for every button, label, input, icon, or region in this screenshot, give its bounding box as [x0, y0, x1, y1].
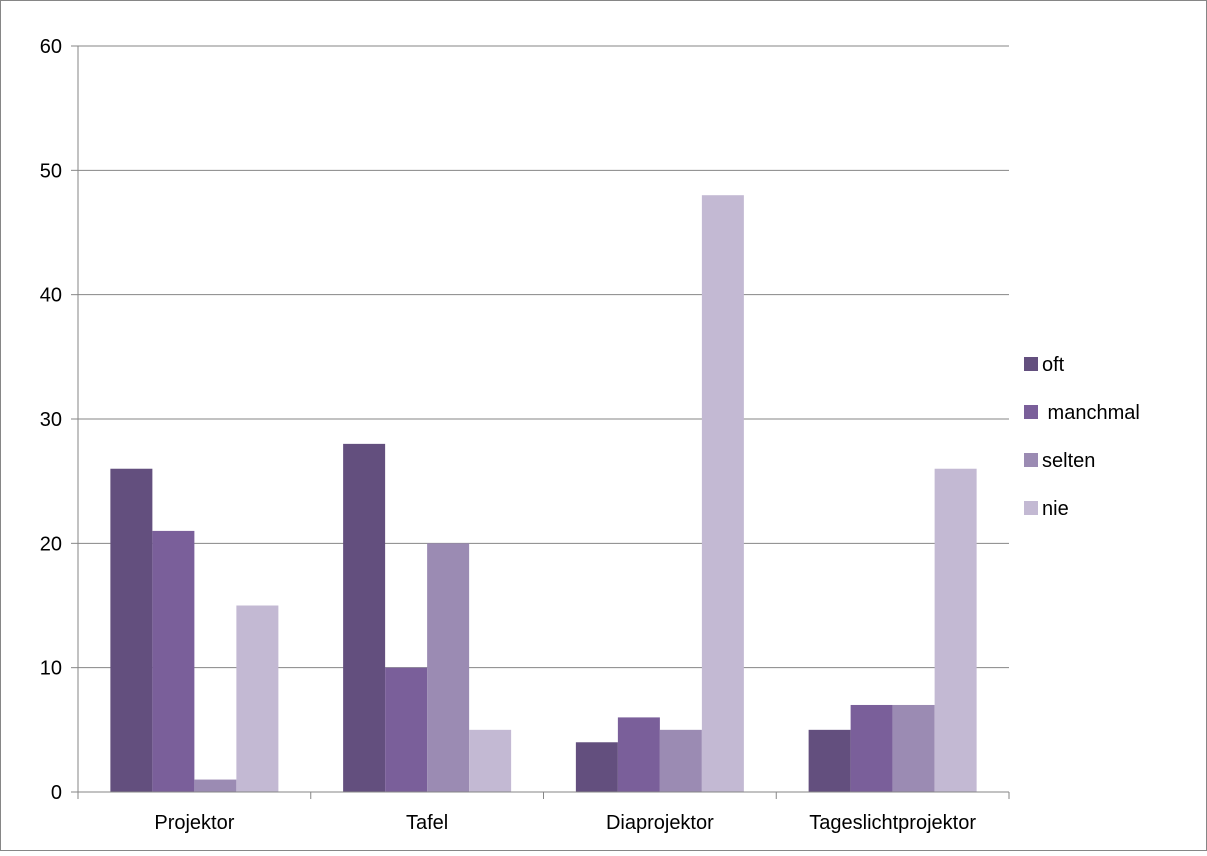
x-tick-label: Tageslichtprojektor: [809, 812, 976, 834]
x-tick-labels: Projektor Tafel Diaprojektor Tageslichtproj…: [154, 812, 976, 834]
legend-label: oft: [1042, 354, 1065, 376]
legend-swatch: [1024, 501, 1038, 515]
y-tick-label: 50: [40, 160, 62, 182]
legend-swatch: [1024, 405, 1038, 419]
legend-swatch: [1024, 453, 1038, 467]
x-tick-label: Tafel: [406, 812, 448, 834]
bar: [385, 667, 428, 792]
y-tick-labels: 0 10 20 30 40 50 60: [40, 36, 62, 804]
bar: [850, 704, 893, 792]
bar: [236, 605, 279, 792]
bar: [152, 530, 195, 792]
y-tick-label: 20: [40, 533, 62, 555]
legend-swatch: [1024, 357, 1038, 371]
bar: [808, 729, 851, 792]
legend-label: manchmal: [1042, 402, 1140, 424]
legend-label: nie: [1042, 498, 1069, 520]
bar: [110, 468, 153, 792]
y-tick-label: 10: [40, 658, 62, 680]
bar: [343, 443, 386, 792]
gridlines: [78, 45, 1009, 669]
bar: [469, 729, 512, 792]
x-tick-label: Diaprojektor: [606, 812, 714, 834]
bar: [427, 543, 470, 792]
legend: oft manchmal selten nie: [1024, 354, 1140, 520]
x-tick-label: Projektor: [154, 812, 234, 834]
bar: [659, 729, 702, 792]
y-tick-label: 0: [51, 782, 62, 804]
axes: [71, 45, 1010, 799]
y-tick-label: 60: [40, 36, 62, 58]
bars: [110, 195, 977, 792]
legend-label: selten: [1042, 450, 1095, 472]
y-tick-label: 40: [40, 285, 62, 307]
bar: [934, 468, 977, 792]
bar: [575, 742, 618, 792]
bar: [194, 779, 237, 792]
bar: [892, 704, 935, 792]
y-tick-label: 30: [40, 409, 62, 431]
bar: [617, 717, 660, 792]
bar: [701, 195, 744, 792]
